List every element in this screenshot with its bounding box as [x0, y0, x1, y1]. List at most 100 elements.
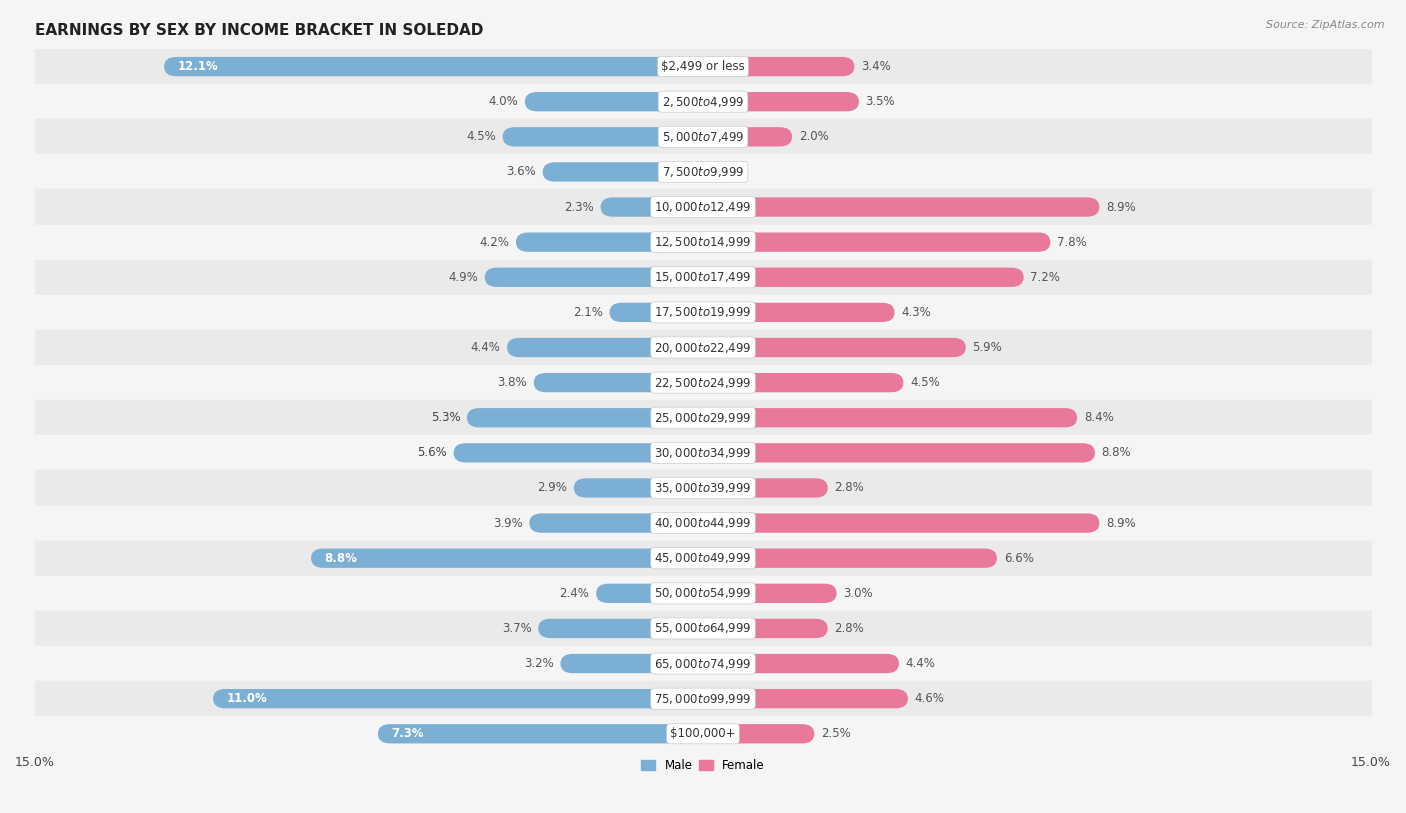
Text: $2,500 to $4,999: $2,500 to $4,999 — [662, 94, 744, 109]
Text: 5.6%: 5.6% — [418, 446, 447, 459]
FancyBboxPatch shape — [600, 198, 703, 217]
Text: 6.6%: 6.6% — [1004, 552, 1033, 565]
FancyBboxPatch shape — [543, 163, 703, 181]
FancyBboxPatch shape — [508, 338, 703, 357]
Text: 7.3%: 7.3% — [391, 728, 423, 741]
FancyBboxPatch shape — [534, 373, 703, 393]
FancyBboxPatch shape — [703, 57, 855, 76]
Legend: Male, Female: Male, Female — [637, 754, 769, 777]
FancyBboxPatch shape — [214, 689, 703, 708]
FancyBboxPatch shape — [311, 549, 703, 567]
FancyBboxPatch shape — [703, 478, 828, 498]
Text: 4.3%: 4.3% — [901, 306, 931, 319]
Text: $12,500 to $14,999: $12,500 to $14,999 — [654, 235, 752, 249]
FancyBboxPatch shape — [538, 619, 703, 638]
FancyBboxPatch shape — [703, 408, 1077, 428]
FancyBboxPatch shape — [703, 724, 814, 743]
Text: 4.4%: 4.4% — [905, 657, 935, 670]
FancyBboxPatch shape — [609, 302, 703, 322]
FancyBboxPatch shape — [703, 619, 828, 638]
Text: 3.5%: 3.5% — [866, 95, 896, 108]
FancyBboxPatch shape — [703, 584, 837, 603]
FancyBboxPatch shape — [703, 514, 1099, 533]
Text: 3.2%: 3.2% — [524, 657, 554, 670]
Text: 3.6%: 3.6% — [506, 165, 536, 178]
Text: $40,000 to $44,999: $40,000 to $44,999 — [654, 516, 752, 530]
Text: 2.4%: 2.4% — [560, 587, 589, 600]
FancyBboxPatch shape — [502, 127, 703, 146]
Text: $15,000 to $17,499: $15,000 to $17,499 — [654, 270, 752, 285]
Text: $65,000 to $74,999: $65,000 to $74,999 — [654, 657, 752, 671]
FancyBboxPatch shape — [574, 478, 703, 498]
Text: $10,000 to $12,499: $10,000 to $12,499 — [654, 200, 752, 214]
FancyBboxPatch shape — [703, 689, 908, 708]
FancyBboxPatch shape — [485, 267, 703, 287]
FancyBboxPatch shape — [454, 443, 703, 463]
Text: $45,000 to $49,999: $45,000 to $49,999 — [654, 551, 752, 565]
FancyBboxPatch shape — [165, 57, 703, 76]
Text: $75,000 to $99,999: $75,000 to $99,999 — [654, 692, 752, 706]
Text: 3.4%: 3.4% — [860, 60, 891, 73]
FancyBboxPatch shape — [516, 233, 703, 252]
Text: 5.3%: 5.3% — [430, 411, 460, 424]
Text: 2.9%: 2.9% — [537, 481, 567, 494]
FancyBboxPatch shape — [703, 233, 1050, 252]
Text: 2.1%: 2.1% — [572, 306, 603, 319]
Text: 2.0%: 2.0% — [799, 130, 828, 143]
Text: 8.4%: 8.4% — [1084, 411, 1114, 424]
Text: 3.9%: 3.9% — [494, 516, 523, 529]
Text: 0.0%: 0.0% — [710, 165, 740, 178]
Text: 2.3%: 2.3% — [564, 201, 593, 214]
FancyBboxPatch shape — [703, 373, 904, 393]
FancyBboxPatch shape — [378, 724, 703, 743]
Text: Source: ZipAtlas.com: Source: ZipAtlas.com — [1267, 20, 1385, 30]
Text: $2,499 or less: $2,499 or less — [661, 60, 745, 73]
Text: EARNINGS BY SEX BY INCOME BRACKET IN SOLEDAD: EARNINGS BY SEX BY INCOME BRACKET IN SOL… — [35, 23, 484, 38]
FancyBboxPatch shape — [703, 127, 792, 146]
Text: 4.5%: 4.5% — [910, 376, 939, 389]
Text: 8.8%: 8.8% — [325, 552, 357, 565]
FancyBboxPatch shape — [703, 302, 894, 322]
Text: 11.0%: 11.0% — [226, 692, 267, 705]
Text: $22,500 to $24,999: $22,500 to $24,999 — [654, 376, 752, 389]
Text: $35,000 to $39,999: $35,000 to $39,999 — [654, 481, 752, 495]
Text: 4.0%: 4.0% — [488, 95, 519, 108]
FancyBboxPatch shape — [529, 514, 703, 533]
Text: 2.5%: 2.5% — [821, 728, 851, 741]
Text: $55,000 to $64,999: $55,000 to $64,999 — [654, 621, 752, 636]
Text: 4.6%: 4.6% — [914, 692, 945, 705]
Text: $7,500 to $9,999: $7,500 to $9,999 — [662, 165, 744, 179]
Text: $17,500 to $19,999: $17,500 to $19,999 — [654, 306, 752, 320]
Text: 4.2%: 4.2% — [479, 236, 509, 249]
Text: 8.9%: 8.9% — [1107, 201, 1136, 214]
FancyBboxPatch shape — [703, 443, 1095, 463]
Text: 2.8%: 2.8% — [834, 622, 865, 635]
Text: 3.0%: 3.0% — [844, 587, 873, 600]
FancyBboxPatch shape — [703, 654, 898, 673]
Text: 4.4%: 4.4% — [471, 341, 501, 354]
Text: 7.2%: 7.2% — [1031, 271, 1060, 284]
Text: 7.8%: 7.8% — [1057, 236, 1087, 249]
Text: 4.9%: 4.9% — [449, 271, 478, 284]
Text: 12.1%: 12.1% — [177, 60, 218, 73]
Text: $100,000+: $100,000+ — [671, 728, 735, 741]
Text: $50,000 to $54,999: $50,000 to $54,999 — [654, 586, 752, 600]
Text: $30,000 to $34,999: $30,000 to $34,999 — [654, 446, 752, 460]
Text: $25,000 to $29,999: $25,000 to $29,999 — [654, 411, 752, 424]
Text: 3.7%: 3.7% — [502, 622, 531, 635]
FancyBboxPatch shape — [524, 92, 703, 111]
Text: 3.8%: 3.8% — [498, 376, 527, 389]
FancyBboxPatch shape — [703, 338, 966, 357]
FancyBboxPatch shape — [703, 267, 1024, 287]
Text: 8.9%: 8.9% — [1107, 516, 1136, 529]
FancyBboxPatch shape — [703, 198, 1099, 217]
Text: $20,000 to $22,499: $20,000 to $22,499 — [654, 341, 752, 354]
FancyBboxPatch shape — [561, 654, 703, 673]
FancyBboxPatch shape — [467, 408, 703, 428]
Text: 5.9%: 5.9% — [973, 341, 1002, 354]
Text: 4.5%: 4.5% — [467, 130, 496, 143]
FancyBboxPatch shape — [596, 584, 703, 603]
FancyBboxPatch shape — [703, 92, 859, 111]
FancyBboxPatch shape — [703, 549, 997, 567]
Text: $5,000 to $7,499: $5,000 to $7,499 — [662, 130, 744, 144]
